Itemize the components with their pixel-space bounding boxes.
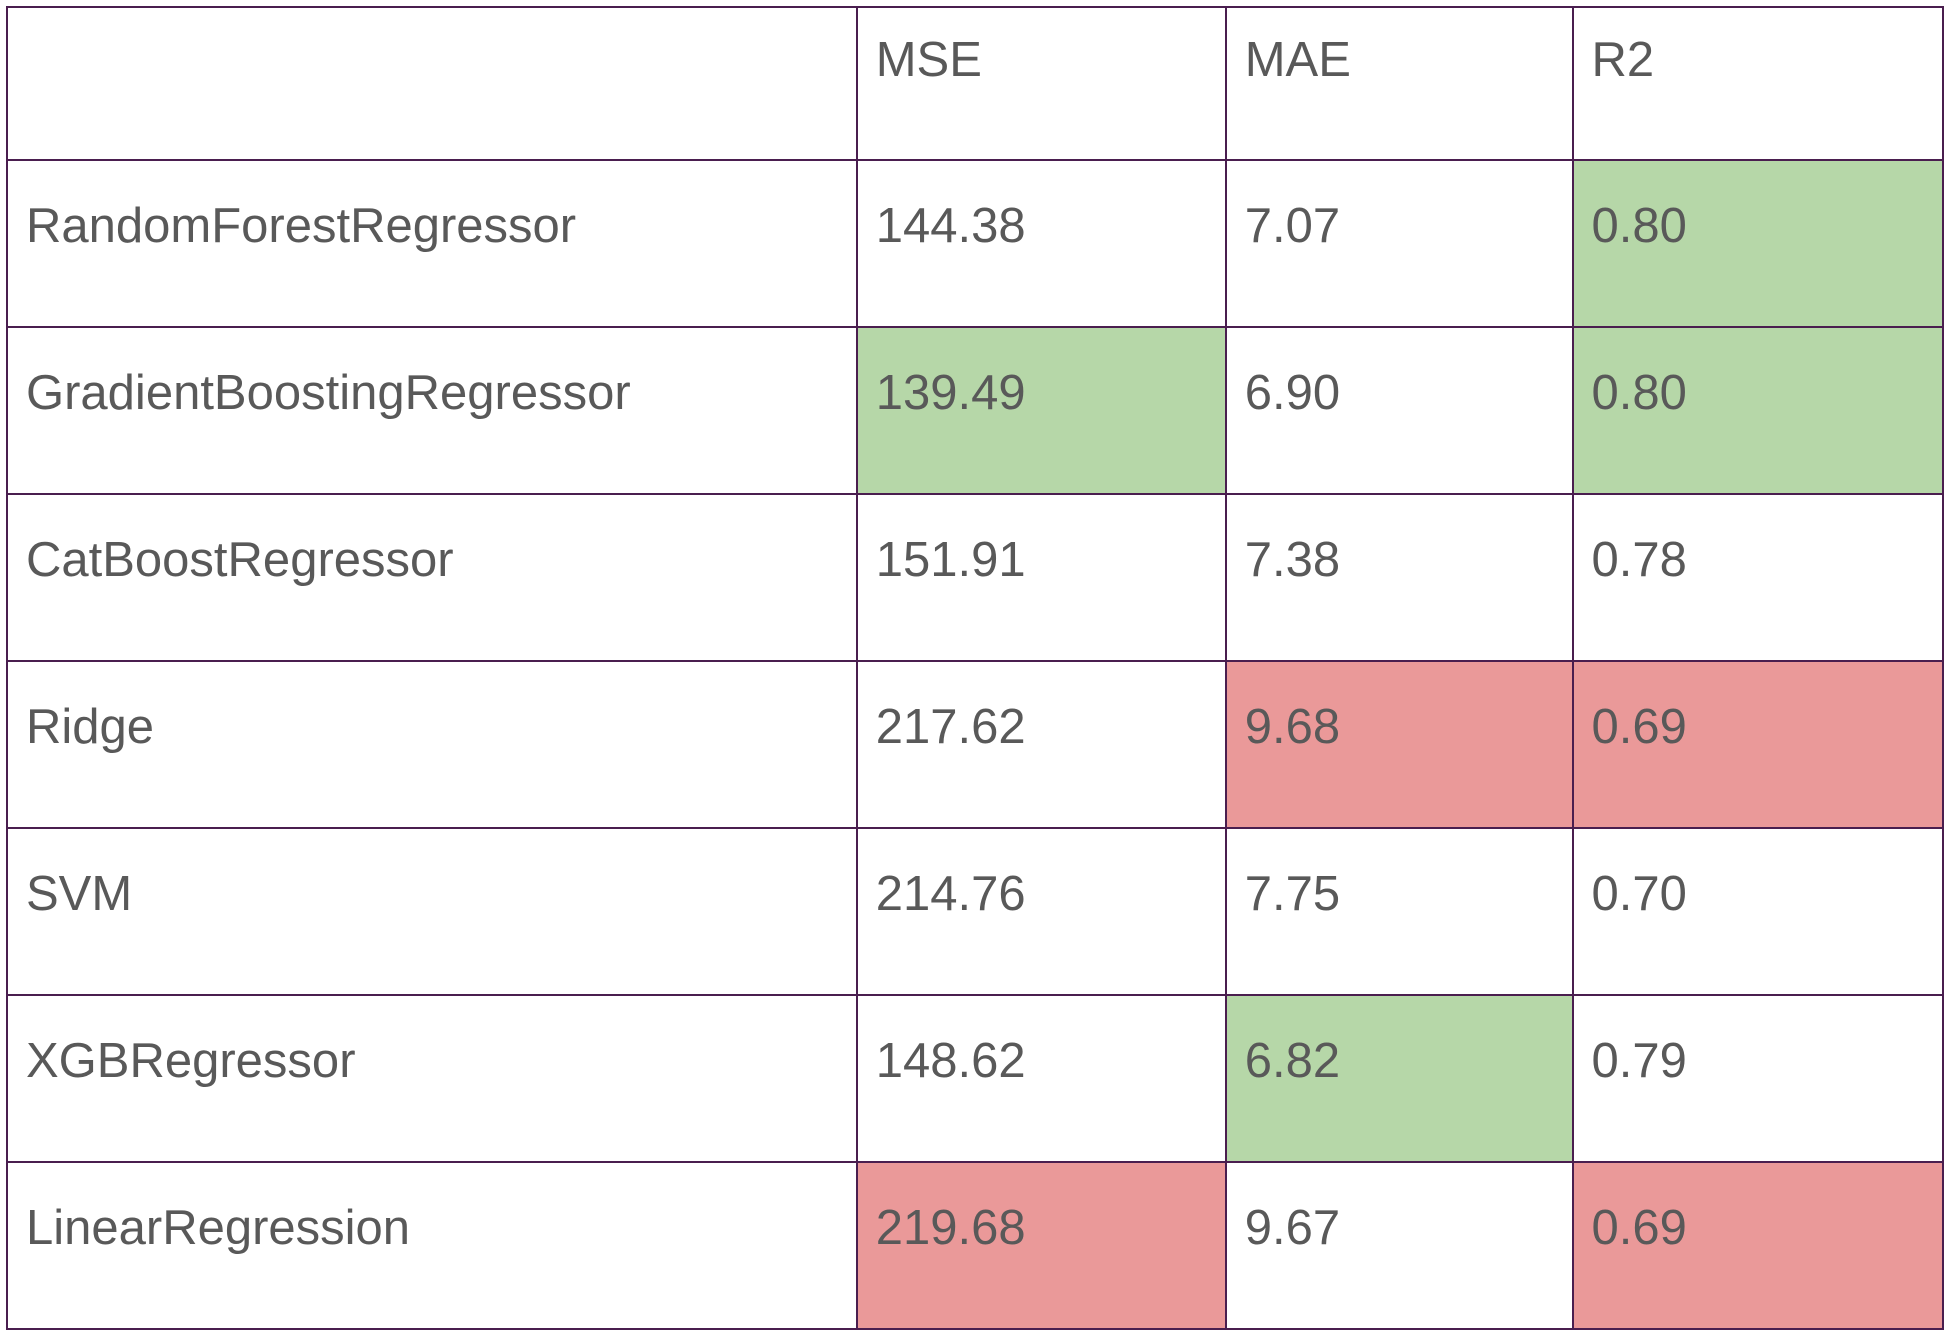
table-row: GradientBoostingRegressor 139.49 6.90 0.… xyxy=(6,326,1944,495)
table-row: XGBRegressor 148.62 6.82 0.79 xyxy=(6,994,1944,1163)
mae-cell: 9.67 xyxy=(1224,1161,1574,1330)
mae-cell: 7.38 xyxy=(1224,493,1574,662)
mae-cell: 6.90 xyxy=(1224,326,1574,495)
r2-cell: 0.69 xyxy=(1571,1161,1944,1330)
header-cell-model xyxy=(6,6,858,161)
r2-cell: 0.79 xyxy=(1571,994,1944,1163)
r2-cell: 0.69 xyxy=(1571,660,1944,829)
model-name-cell: CatBoostRegressor xyxy=(6,493,858,662)
r2-cell: 0.78 xyxy=(1571,493,1944,662)
table-row: SVM 214.76 7.75 0.70 xyxy=(6,827,1944,996)
header-cell-r2: R2 xyxy=(1571,6,1944,161)
metrics-table: MSE MAE R2 RandomForestRegressor 144.38 … xyxy=(6,6,1944,1330)
r2-cell: 0.80 xyxy=(1571,159,1944,328)
table-row: Ridge 217.62 9.68 0.69 xyxy=(6,660,1944,829)
model-name-cell: XGBRegressor xyxy=(6,994,858,1163)
mse-cell: 151.91 xyxy=(855,493,1227,662)
table-row: LinearRegression 219.68 9.67 0.69 xyxy=(6,1161,1944,1330)
r2-cell: 0.80 xyxy=(1571,326,1944,495)
model-name-cell: Ridge xyxy=(6,660,858,829)
mse-cell: 219.68 xyxy=(855,1161,1227,1330)
mae-cell: 6.82 xyxy=(1224,994,1574,1163)
model-name-cell: SVM xyxy=(6,827,858,996)
header-row: MSE MAE R2 xyxy=(6,6,1944,161)
table-row: RandomForestRegressor 144.38 7.07 0.80 xyxy=(6,159,1944,328)
mae-cell: 7.75 xyxy=(1224,827,1574,996)
header-cell-mse: MSE xyxy=(855,6,1227,161)
r2-cell: 0.70 xyxy=(1571,827,1944,996)
header-cell-mae: MAE xyxy=(1224,6,1574,161)
mse-cell: 148.62 xyxy=(855,994,1227,1163)
model-name-cell: GradientBoostingRegressor xyxy=(6,326,858,495)
model-name-cell: RandomForestRegressor xyxy=(6,159,858,328)
mse-cell: 214.76 xyxy=(855,827,1227,996)
mse-cell: 217.62 xyxy=(855,660,1227,829)
mae-cell: 9.68 xyxy=(1224,660,1574,829)
table-row: CatBoostRegressor 151.91 7.38 0.78 xyxy=(6,493,1944,662)
mae-cell: 7.07 xyxy=(1224,159,1574,328)
mse-cell: 144.38 xyxy=(855,159,1227,328)
mse-cell: 139.49 xyxy=(855,326,1227,495)
model-name-cell: LinearRegression xyxy=(6,1161,858,1330)
